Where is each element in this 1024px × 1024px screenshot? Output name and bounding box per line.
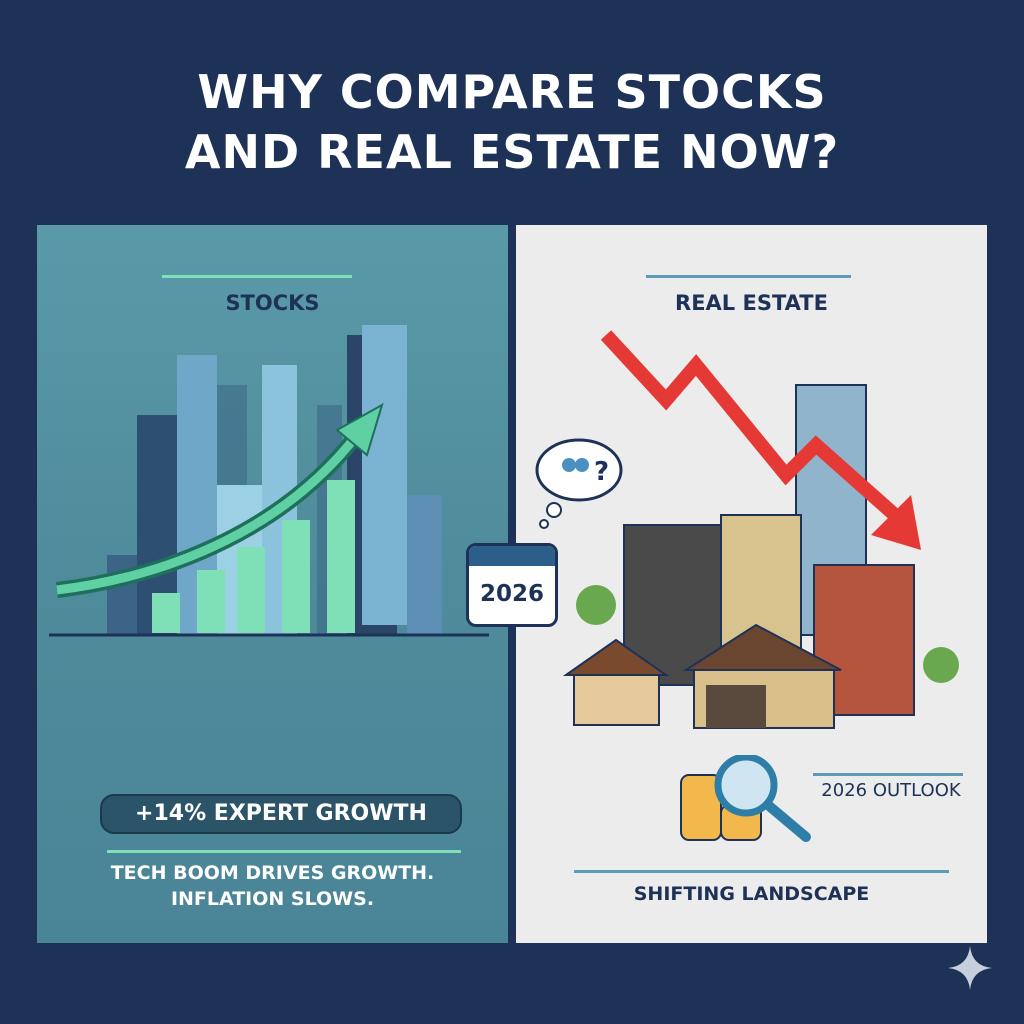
real-estate-caption: SHIFTING LANDSCAPE — [633, 883, 870, 905]
calendar-year: 2026 — [479, 581, 544, 607]
stocks-caption-2: INFLATION SLOWS. — [170, 888, 375, 910]
divider — [646, 275, 851, 278]
decline-arrow — [600, 330, 911, 531]
stocks-panel: STOCKS +14% EXPERT GROWTH TECH BOOM DRIV… — [37, 225, 508, 943]
thought-bubble-icon: ? — [535, 438, 623, 529]
stocks-caption-1: TECH BOOM DRIVES GROWTH. — [110, 862, 435, 884]
calendar-icon: 2026 — [466, 543, 558, 627]
stocks-header: STOCKS — [225, 291, 320, 315]
divider — [107, 850, 461, 853]
houses-illustration — [562, 330, 959, 729]
real-estate-panel: REAL ESTATE ? 2026 OUTLOOK SHIFTING LAND… — [516, 225, 987, 943]
coins-magnifier-icon — [680, 755, 811, 842]
outlook-label: 2026 OUTLOOK — [821, 780, 961, 801]
sparkle-icon — [948, 946, 992, 990]
divider — [162, 275, 352, 278]
svg-text:?: ? — [594, 457, 609, 487]
real-estate-header: REAL ESTATE — [675, 291, 828, 315]
growth-bars — [152, 480, 355, 633]
divider — [813, 773, 963, 776]
growth-badge: +14% EXPERT GROWTH — [100, 794, 462, 834]
page-title: WHY COMPARE STOCKS AND REAL ESTATE NOW? — [184, 65, 840, 179]
city-skyline-illustration — [49, 325, 489, 637]
divider — [574, 870, 949, 873]
